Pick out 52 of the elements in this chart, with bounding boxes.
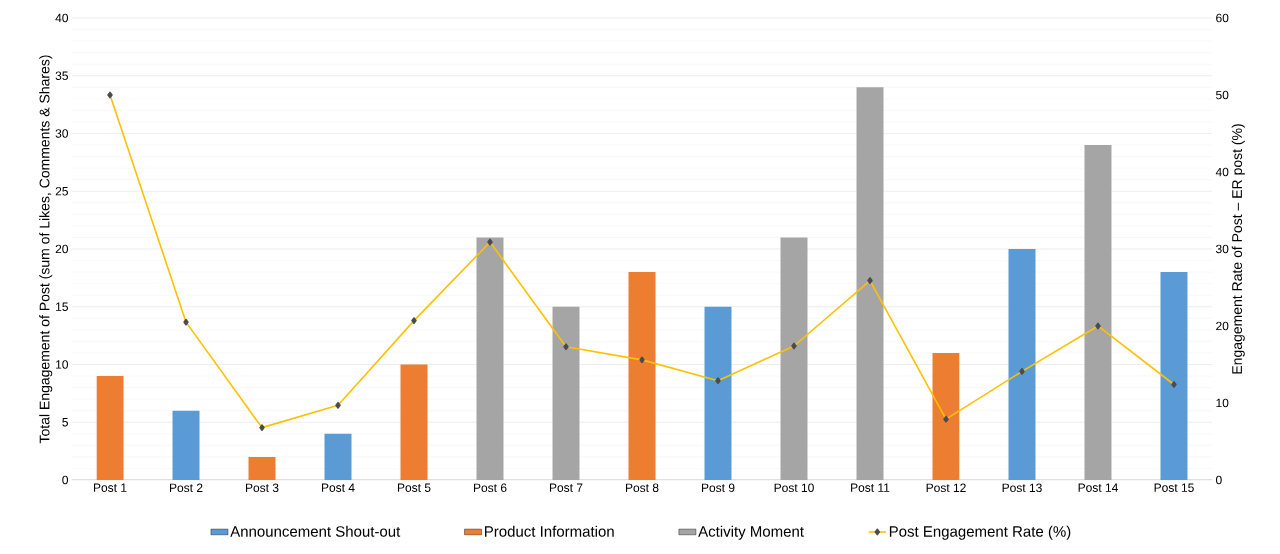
- x-tick-label: Post 9: [701, 483, 735, 493]
- y-tick-label: 0: [62, 475, 69, 485]
- bar: [324, 433, 352, 480]
- bar: [1160, 272, 1188, 480]
- bar: [780, 237, 808, 480]
- bar: [704, 306, 732, 480]
- bar: [552, 306, 580, 480]
- bar: [400, 364, 428, 480]
- y-tick-label: 5: [62, 418, 68, 427]
- y-tick-label: 35: [55, 71, 68, 80]
- bar: [172, 410, 200, 480]
- x-tick-label: Post 14: [1078, 483, 1118, 492]
- x-tick-label: Post 12: [926, 483, 966, 493]
- bar: [1008, 248, 1036, 480]
- y2-axis-title: Engagement Rate of Post – ER post (%): [1231, 124, 1245, 374]
- y2-tick-label: 20: [1216, 321, 1229, 331]
- y2-tick-label: 40: [1215, 167, 1229, 177]
- x-tick-label: Post 7: [549, 483, 583, 492]
- bar: [856, 87, 884, 480]
- x-tick-label: Post 5: [397, 483, 431, 492]
- legend-label: Activity Moment: [698, 525, 804, 540]
- x-tick-label: Post 11: [851, 483, 890, 492]
- y2-tick-label: 30: [1215, 244, 1229, 254]
- y2-tick-label: 0: [1215, 475, 1222, 485]
- y2-tick-label: 60: [1216, 13, 1229, 23]
- legend-label: Post Engagement Rate (%): [889, 525, 1071, 540]
- x-tick-label: Post 2: [169, 483, 203, 493]
- x-tick-label: Post 1: [93, 483, 127, 492]
- y-tick-label: 20: [55, 244, 69, 254]
- x-tick-label: Post 3: [245, 483, 279, 493]
- y-tick-label: 10: [56, 360, 69, 369]
- bar: [1084, 145, 1112, 480]
- y-tick-label: 30: [55, 129, 69, 138]
- y2-tick-label: 50: [1216, 90, 1229, 100]
- bar: [96, 376, 124, 480]
- x-tick-label: Post 6: [473, 483, 507, 493]
- bar: [932, 352, 960, 480]
- y-axis-title: Total Engagement of Post (sum of Likes, Comments & Shares): [39, 55, 53, 444]
- y-tick-label: 25: [55, 187, 68, 196]
- x-tick-label: Post 8: [625, 483, 659, 493]
- y-tick-label: 40: [55, 13, 69, 23]
- y2-tick-label: 10: [1216, 398, 1229, 408]
- legend-label: Announcement Shout-out: [230, 525, 401, 537]
- x-tick-label: Post 4: [321, 483, 355, 492]
- bar: [628, 272, 656, 480]
- bar: [248, 456, 276, 480]
- x-tick-label: Post 13: [1002, 483, 1042, 493]
- y-tick-label: 15: [56, 302, 68, 311]
- x-tick-label: Post 15: [1154, 483, 1194, 492]
- legend-label: Product Information: [485, 525, 614, 537]
- bar: [476, 237, 504, 480]
- x-tick-label: Post 10: [774, 483, 814, 493]
